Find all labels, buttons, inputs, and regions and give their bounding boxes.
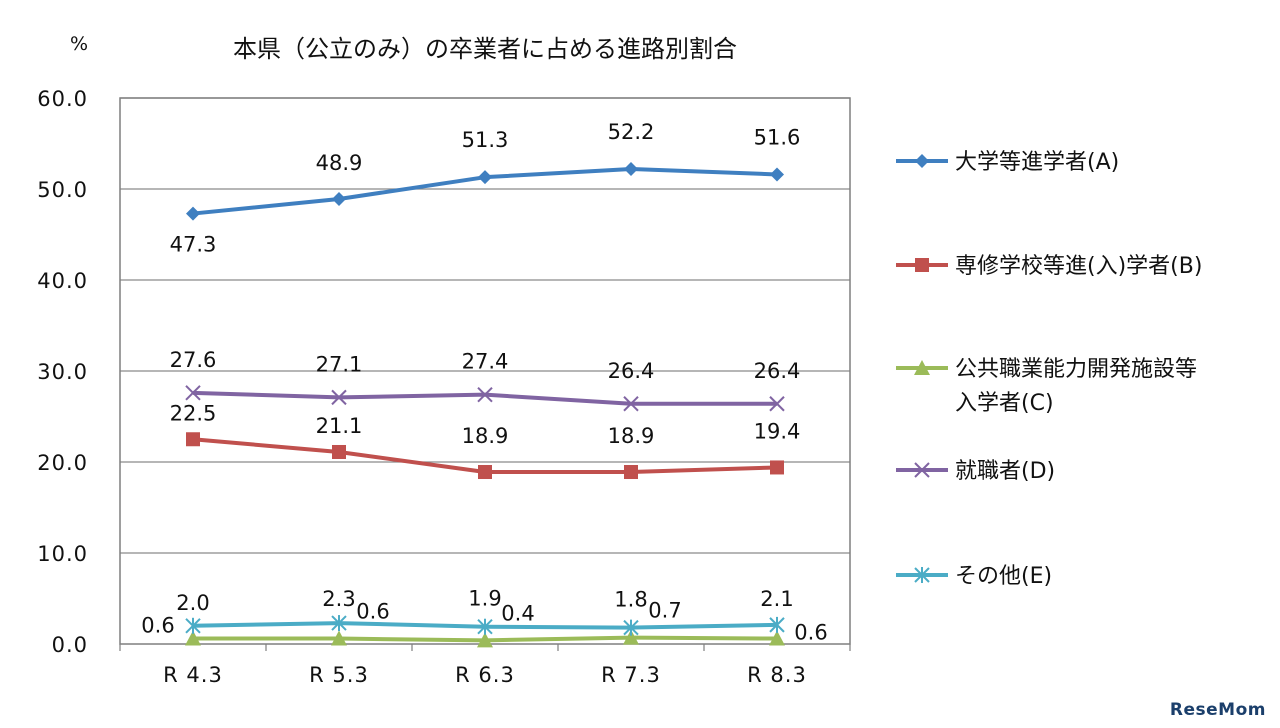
data-point-a (478, 170, 492, 185)
data-point-a (332, 192, 346, 207)
data-label-d: 26.4 (608, 359, 655, 383)
marker-stroke (623, 396, 639, 412)
data-label-a: 51.3 (462, 128, 509, 152)
data-label-d: 27.1 (316, 352, 363, 376)
data-point-b (478, 465, 492, 480)
data-point-d (477, 386, 493, 403)
data-label-a: 52.2 (608, 120, 655, 144)
data-point-d (185, 385, 201, 401)
data-label-a: 51.6 (754, 125, 801, 149)
y-tick-label: 30.0 (37, 360, 88, 384)
data-point-e (185, 617, 201, 634)
legend-marker (914, 462, 930, 478)
x-tick-label: R 4.3 (163, 663, 223, 687)
x-tick-label: R 5.3 (309, 663, 369, 687)
data-point-d (769, 396, 785, 412)
y-tick-label: 0.0 (52, 633, 88, 657)
data-label-c: 0.6 (141, 614, 174, 638)
data-label-d: 27.4 (462, 350, 509, 374)
data-point-a (624, 161, 638, 176)
data-point-e (623, 619, 639, 636)
data-point-c (331, 630, 347, 646)
legend-marker (914, 360, 930, 375)
data-label-d: 27.6 (170, 348, 217, 372)
legend-marker (914, 567, 930, 583)
legend-label: 公共職業能力開発施設等 (955, 357, 1197, 382)
data-point-b (332, 444, 346, 459)
y-axis-unit: % (70, 33, 88, 55)
legend-label: その他(E) (955, 564, 1052, 589)
data-point-c (185, 630, 201, 646)
data-label-d: 26.4 (754, 359, 801, 383)
data-label-e: 2.3 (322, 587, 355, 611)
y-tick-label: 10.0 (37, 542, 88, 566)
data-label-b: 18.9 (608, 424, 655, 448)
marker-stroke (331, 389, 347, 406)
y-tick-label: 40.0 (37, 269, 88, 293)
legend-label: 就職者(D) (955, 459, 1055, 484)
x-tick-label: R 7.3 (601, 663, 661, 687)
plot-area: 0.0 10.0 20.0 30.0 40.0 50.0 60.0 R 4.3 R 5.3 R 6… (37, 87, 851, 687)
legend: 大学等進学者(A) 専修学校等進(入)学者(B) 公共職業能力開発施設等入学者(C)… (896, 150, 1202, 589)
data-label-c: 0.6 (356, 600, 389, 624)
data-label-b: 21.1 (316, 414, 363, 438)
legend-label: 専修学校等進(入)学者(B) (955, 254, 1202, 279)
resemom-logo: ReseMom (1169, 700, 1266, 720)
data-point-d (623, 396, 639, 412)
data-label-e: 2.0 (176, 591, 209, 615)
data-point-e (769, 616, 785, 633)
x-tick-label: R 6.3 (455, 663, 515, 687)
data-label-c: 0.7 (648, 599, 681, 623)
y-tick-label: 60.0 (37, 87, 88, 111)
data-point-b (770, 460, 784, 475)
data-label-a: 47.3 (170, 233, 217, 257)
y-tick-label: 50.0 (37, 178, 88, 202)
legend-item-e: その他(E) (896, 564, 1052, 589)
legend-label: 大学等進学者(A) (955, 150, 1119, 175)
data-point-c (623, 629, 639, 645)
data-point-e (477, 618, 493, 635)
data-point-b (186, 432, 200, 447)
data-label-e: 1.9 (468, 587, 501, 611)
data-point-c (477, 632, 493, 648)
legend-item-d: 就職者(D) (896, 459, 1055, 484)
chart-title: 本県（公立のみ）の卒業者に占める進路別割合 (233, 35, 737, 63)
marker-stroke (914, 462, 930, 478)
data-label-c: 0.6 (794, 621, 827, 645)
marker-stroke (185, 385, 201, 401)
data-label-b: 19.4 (754, 419, 801, 443)
data-point-b (624, 465, 638, 480)
data-label-c: 0.4 (501, 601, 534, 625)
legend-item-a: 大学等進学者(A) (896, 150, 1119, 175)
data-point-e (331, 615, 347, 632)
data-label-e: 1.8 (614, 588, 647, 612)
data-point-a (770, 167, 784, 182)
data-label-b: 18.9 (462, 424, 509, 448)
marker-stroke (769, 396, 785, 412)
legend-item-b: 専修学校等進(入)学者(B) (896, 254, 1202, 279)
data-point-a (186, 206, 200, 221)
legend-label: 入学者(C) (955, 391, 1054, 416)
legend-marker (915, 258, 929, 272)
data-point-d (331, 389, 347, 406)
y-tick-label: 20.0 (37, 451, 88, 475)
data-label-a: 48.9 (316, 151, 363, 175)
data-point-c (769, 630, 785, 646)
data-label-e: 2.1 (760, 587, 793, 611)
data-label-b: 22.5 (170, 401, 217, 425)
marker-stroke (477, 386, 493, 403)
x-tick-label: R 8.3 (747, 663, 807, 687)
legend-marker (915, 154, 929, 168)
